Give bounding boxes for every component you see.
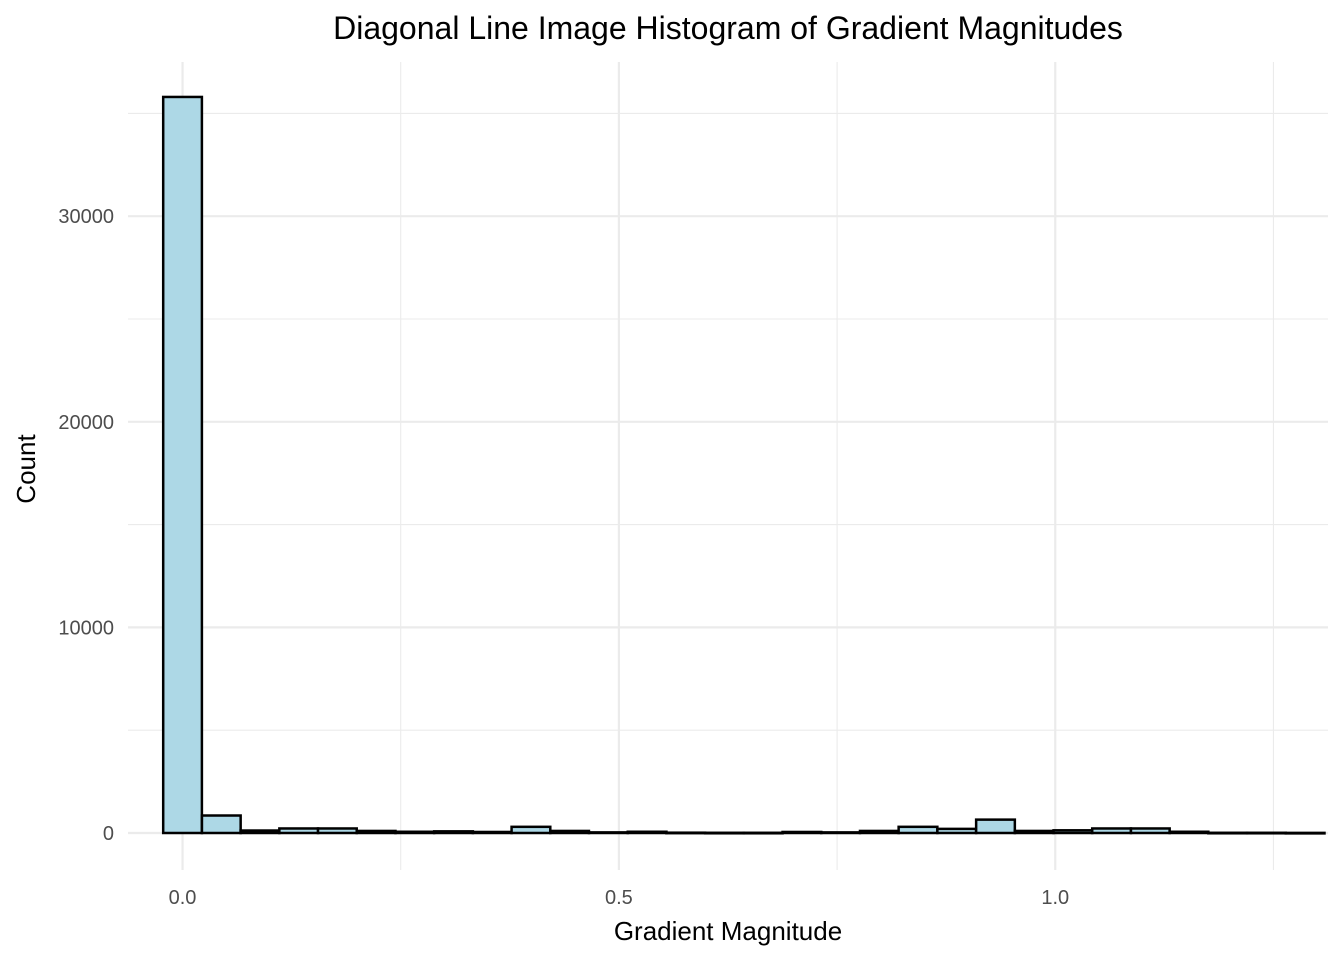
x-tick-label: 1.0 bbox=[1041, 887, 1069, 909]
y-tick-label: 20000 bbox=[58, 412, 114, 434]
histogram-bar bbox=[858, 829, 900, 835]
histogram-bar bbox=[1129, 827, 1171, 835]
histogram-bar bbox=[316, 827, 358, 835]
histogram-bar bbox=[239, 829, 281, 835]
y-axis-title: Count bbox=[11, 434, 41, 504]
histogram-bar bbox=[626, 830, 668, 835]
histogram-bar bbox=[936, 827, 978, 835]
histogram-bar bbox=[471, 830, 513, 835]
y-tick-label: 30000 bbox=[58, 206, 114, 228]
histogram-bar bbox=[510, 825, 552, 835]
histogram-bar bbox=[355, 829, 397, 835]
histogram-bar bbox=[394, 830, 436, 835]
y-tick-labels: 0 10000 20000 30000 bbox=[58, 206, 114, 845]
x-tick-labels: 0.0 0.5 1.0 bbox=[169, 887, 1070, 909]
x-tick-label: 0.0 bbox=[169, 887, 197, 909]
histogram-bar bbox=[742, 831, 784, 835]
histogram-bar bbox=[665, 831, 707, 835]
x-axis-title: Gradient Magnitude bbox=[614, 916, 842, 946]
histogram-bar bbox=[974, 818, 1017, 835]
histogram-bar bbox=[703, 831, 746, 835]
histogram-bar bbox=[587, 831, 629, 835]
histogram-bar bbox=[781, 830, 823, 835]
histogram-bar bbox=[819, 831, 862, 835]
histogram-bar bbox=[161, 95, 204, 835]
histogram-bar bbox=[548, 829, 591, 835]
histogram-bar bbox=[200, 814, 242, 835]
chart-title: Diagonal Line Image Histogram of Gradien… bbox=[333, 10, 1123, 46]
histogram-bar bbox=[1052, 829, 1094, 835]
grid-layer bbox=[128, 62, 1328, 870]
histogram-bar bbox=[1168, 830, 1210, 835]
histogram-bar bbox=[432, 830, 475, 835]
histogram-bar bbox=[1245, 831, 1287, 835]
histogram-bar bbox=[1284, 831, 1326, 835]
histogram-bar bbox=[278, 827, 320, 835]
bars-layer bbox=[161, 95, 1326, 835]
histogram-bar bbox=[897, 825, 939, 835]
histogram-bar bbox=[1090, 827, 1133, 835]
histogram-bar bbox=[1013, 829, 1055, 835]
y-tick-label: 0 bbox=[103, 823, 114, 845]
y-tick-label: 10000 bbox=[58, 617, 114, 639]
histogram-bar bbox=[1207, 831, 1249, 835]
x-tick-label: 0.5 bbox=[605, 887, 633, 909]
